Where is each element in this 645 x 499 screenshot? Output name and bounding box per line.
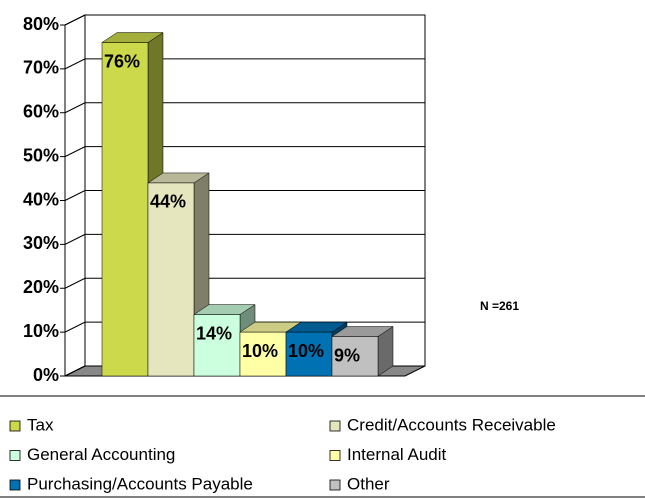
y-tick-label: 0% [33,365,59,385]
annotation: N =261 [480,299,519,313]
y-tick-label: 10% [23,321,59,341]
bar [147,182,195,377]
grid-line [64,365,86,377]
y-tick-label: 60% [23,102,59,122]
bar [101,42,149,377]
bar [285,331,333,377]
value-label: 9% [334,345,360,365]
grid-line [64,146,86,158]
y-tick-label: 70% [23,58,59,78]
grid-line [64,233,86,245]
legend-label: Tax [27,415,54,434]
legend-swatch [9,450,21,461]
grid-line [64,102,86,114]
y-tick-label: 30% [23,233,59,253]
legend-swatch [329,479,341,491]
bar [193,314,241,377]
bar [239,331,287,377]
legend-swatch [9,479,21,491]
legend-label: General Accounting [27,445,175,464]
y-tick-label: 80% [23,14,59,34]
bar [331,336,379,377]
grid-line [64,321,86,333]
grid-line [64,277,86,289]
legend-label: Other [347,474,390,493]
y-tick-label: 20% [23,277,59,297]
grid-line [64,14,86,26]
legend-label: Credit/Accounts Receivable [347,415,556,434]
legend-swatch [9,420,21,432]
value-label: 14% [196,323,232,343]
grid-line [64,58,86,70]
legend-label: Internal Audit [347,445,447,464]
value-label: 10% [288,341,324,361]
legend-swatch [329,450,341,461]
y-tick-label: 40% [23,189,59,209]
value-label: 44% [150,192,186,212]
grid-line [64,190,86,201]
y-tick-label: 50% [23,145,59,165]
value-label: 76% [104,51,140,71]
legend-swatch [329,420,341,432]
value-label: 10% [242,341,278,361]
legend-label: Purchasing/Accounts Payable [27,474,253,493]
